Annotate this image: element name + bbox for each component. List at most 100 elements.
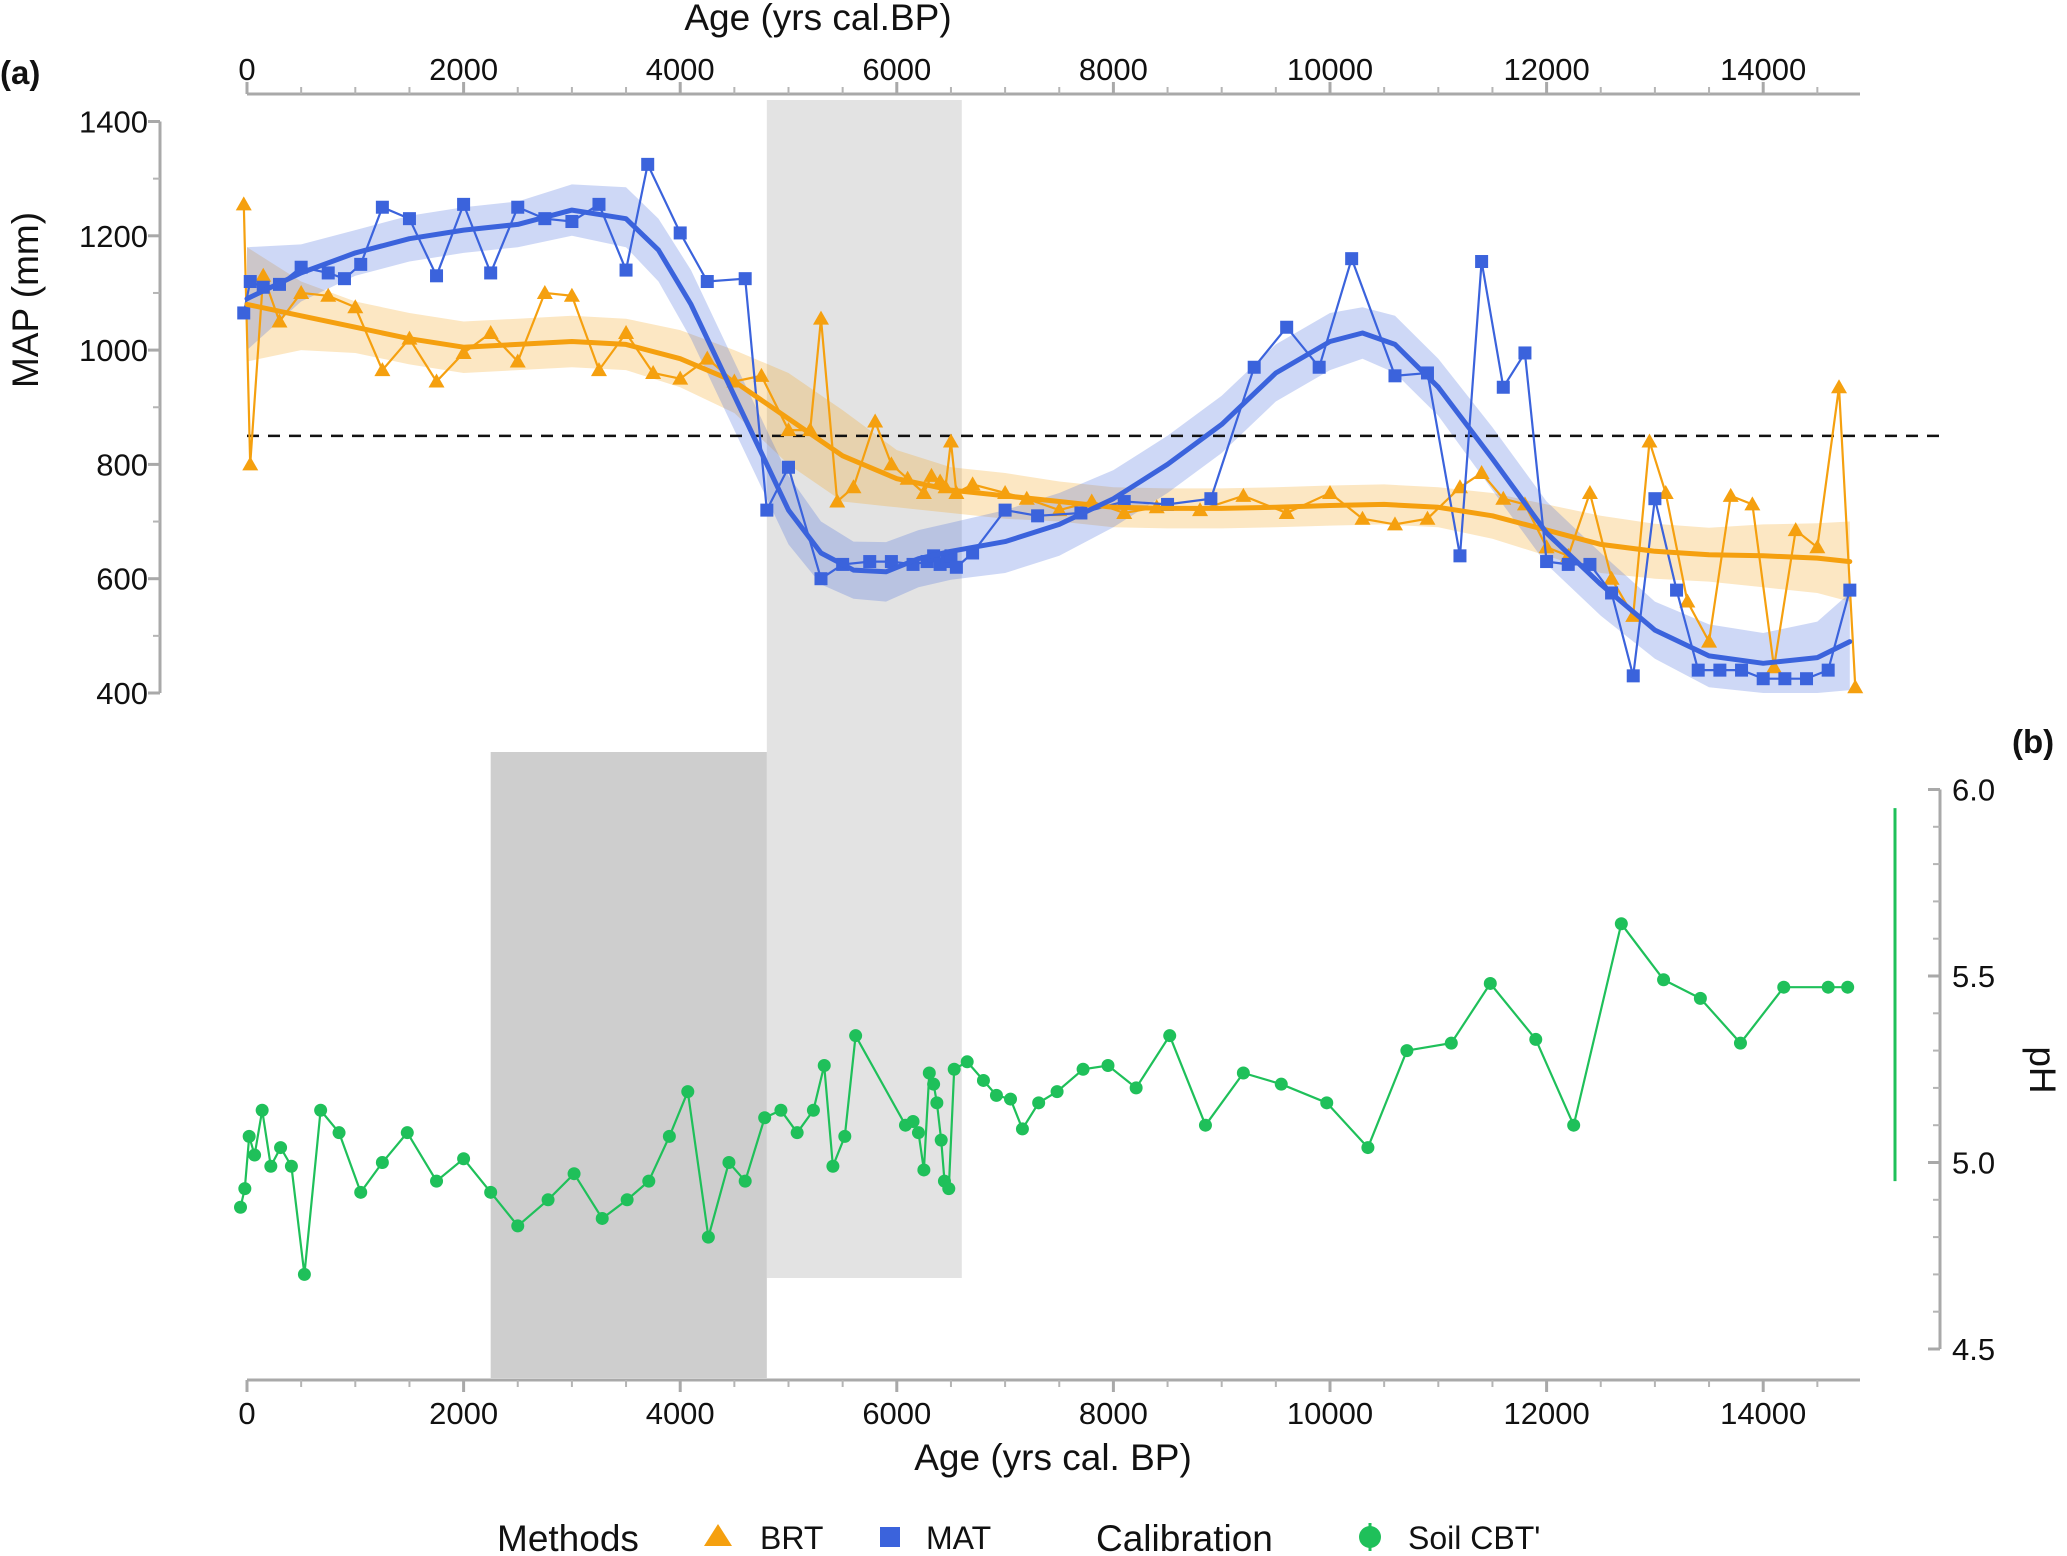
soil-cbt-point: [1777, 980, 1791, 994]
brt-point: [482, 324, 499, 339]
brt-point: [1419, 510, 1436, 525]
brt-point: [618, 324, 635, 339]
mat-point: [1345, 252, 1359, 266]
soil-cbt-point: [681, 1085, 695, 1099]
soil-cbt-point: [826, 1159, 840, 1173]
mat-point: [1821, 663, 1835, 677]
soil-cbt-point: [927, 1077, 941, 1091]
soil-cbt-point: [274, 1141, 288, 1155]
soil-cbt-point: [1733, 1036, 1747, 1050]
brt-point: [563, 287, 580, 302]
soil-cbt-point: [934, 1133, 948, 1147]
legend-mat-marker: [880, 1527, 900, 1547]
soil-cbt-point: [1320, 1096, 1334, 1110]
soil-cbt-point: [701, 1230, 715, 1244]
brt-point: [455, 344, 472, 359]
soil-cbt-point: [567, 1167, 581, 1181]
brt-point: [1847, 679, 1864, 694]
legend-soil-label: Soil CBT': [1408, 1520, 1540, 1556]
mat-point: [619, 263, 633, 277]
soil-cbt-point: [284, 1159, 298, 1173]
map-tick-label: 600: [96, 562, 148, 597]
soil-cbt-point: [1361, 1141, 1375, 1155]
legend-mat-label: MAT: [926, 1520, 991, 1556]
mat-point: [354, 257, 368, 271]
mat-point: [457, 197, 471, 211]
soil-cbt-point: [1032, 1096, 1046, 1110]
brt-point: [829, 493, 846, 508]
map-axis-title: MAP (mm): [5, 212, 46, 388]
brt-point: [812, 310, 829, 325]
map-tick-label: 400: [96, 676, 148, 711]
mat-point: [738, 272, 752, 286]
brt-point: [590, 362, 607, 377]
soil-cbt-point: [1821, 980, 1835, 994]
band-0: [247, 247, 1850, 602]
mat-point: [1475, 255, 1489, 269]
soil-cbt-point: [790, 1126, 804, 1140]
ph-tick-label: 5.5: [1952, 959, 1995, 994]
soil-cbt-line: [239, 921, 1848, 1275]
soil-cbt-point: [1101, 1059, 1115, 1073]
soil-cbt-point: [838, 1129, 852, 1143]
brt-point: [1679, 593, 1696, 608]
legend-brt-marker: [704, 1524, 732, 1546]
mat-point: [1496, 380, 1510, 394]
brt-point: [1766, 659, 1783, 674]
soil-cbt-point: [906, 1114, 920, 1128]
panel-a-label: (a): [0, 54, 40, 91]
soil-cbt-point: [1693, 991, 1707, 1005]
top-age-tick-label: 4000: [646, 52, 715, 87]
soil-cbt-point: [1274, 1077, 1288, 1091]
brt-point: [942, 433, 959, 448]
brt-point: [867, 413, 884, 428]
brt-point: [1787, 522, 1804, 537]
soil-cbt-point: [1004, 1092, 1018, 1106]
brt-point: [1495, 490, 1512, 505]
legend: Methods BRT MAT Calibration Soil CBT': [497, 1518, 1540, 1556]
soil-cbt-point: [722, 1156, 736, 1169]
soil-cbt-point: [960, 1055, 974, 1069]
mat-point: [337, 272, 351, 286]
bottom-age-tick-label: 4000: [646, 1396, 715, 1431]
mat-point: [863, 555, 877, 569]
legend-calibration-title: Calibration: [1096, 1518, 1273, 1556]
brt-point: [1701, 633, 1718, 648]
soil-cbt-point: [976, 1073, 990, 1087]
brt-point: [1473, 464, 1490, 479]
soil-cbt-point: [1567, 1118, 1581, 1132]
top-age-tick-label: 6000: [862, 52, 931, 87]
bottom-age-tick-label: 8000: [1079, 1396, 1148, 1431]
mat-point: [1670, 583, 1684, 597]
mat-point: [1648, 492, 1662, 506]
shaded-intervals: [490, 100, 962, 1378]
brt-point: [242, 456, 259, 471]
soil-cbt-point: [1015, 1122, 1029, 1136]
map-y-axis: 400 600 800 1000 1200 1400: [79, 105, 162, 711]
brt-point: [347, 299, 364, 314]
mat-point: [1713, 663, 1727, 677]
soil-cbt-point: [1163, 1029, 1177, 1043]
brt-point: [1809, 539, 1826, 554]
top-age-axis: 0 2000 4000 6000 8000 10000 12000 14000: [238, 52, 1860, 96]
soil-cbt-point: [430, 1174, 444, 1188]
mat-point: [484, 266, 498, 280]
brt-point: [1354, 510, 1371, 525]
soil-cbt-point: [1198, 1118, 1212, 1132]
brt-point: [509, 353, 526, 368]
brt-point: [293, 284, 310, 299]
panel-b-ph: 4.5 5.0 5.5 6.0 pH (b): [234, 723, 2063, 1367]
soil-cbt-point: [942, 1182, 956, 1196]
brt-point: [964, 476, 981, 491]
soil-cbt-point: [738, 1174, 752, 1188]
soil-cbt-point: [930, 1096, 944, 1110]
band-1: [247, 184, 1850, 693]
mat-point: [1031, 509, 1045, 523]
top-age-tick-label: 8000: [1079, 52, 1148, 87]
smoothed-curves: [244, 207, 1853, 666]
ph-tick-label: 6.0: [1952, 773, 1995, 808]
brt-point: [780, 422, 797, 437]
top-age-tick-label: 2000: [429, 52, 498, 87]
brt-point: [1235, 487, 1252, 502]
brt-point: [883, 456, 900, 471]
